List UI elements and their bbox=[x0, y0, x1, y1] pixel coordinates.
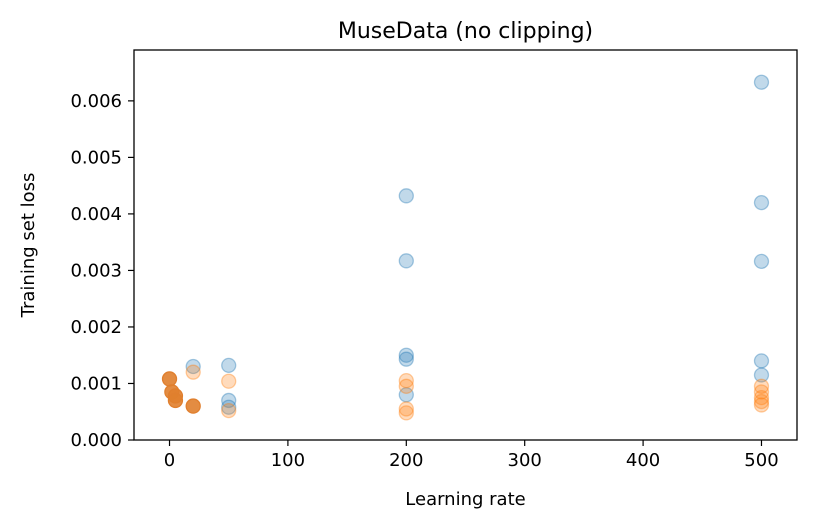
x-axis-title: Learning rate bbox=[405, 489, 525, 510]
scatter-point bbox=[161, 371, 178, 387]
x-axis: 0 100 200 300 400 500 bbox=[164, 440, 779, 471]
y-tick-label: 0.003 bbox=[70, 260, 122, 281]
scatter-point bbox=[221, 402, 237, 419]
scatter-point bbox=[185, 398, 201, 414]
plot-frame bbox=[133, 49, 798, 441]
scatter-point bbox=[398, 253, 414, 269]
scatter-point bbox=[221, 392, 237, 409]
scatter-point bbox=[221, 373, 237, 389]
y-axis-title: Training set loss bbox=[18, 173, 39, 319]
scatter-point bbox=[753, 74, 770, 90]
x-tick-label: 300 bbox=[508, 450, 542, 471]
scatter-point bbox=[398, 347, 414, 363]
scatter-point bbox=[753, 194, 770, 211]
scatter-point bbox=[398, 188, 414, 204]
scatter-point bbox=[753, 367, 770, 383]
x-tick-label: 0 bbox=[164, 450, 175, 471]
scatter-series-2 bbox=[185, 364, 770, 421]
scatter-series-3 bbox=[161, 371, 201, 414]
scatter-point bbox=[753, 253, 770, 270]
scatter-point bbox=[753, 353, 770, 369]
scatter-point bbox=[221, 357, 237, 374]
y-tick-label: 0.005 bbox=[70, 147, 122, 168]
scatter-point bbox=[398, 351, 414, 367]
scatter-point bbox=[753, 384, 770, 400]
chart-title: MuseData (no clipping) bbox=[338, 19, 593, 44]
y-tick-label: 0.002 bbox=[70, 317, 122, 338]
scatter-point bbox=[753, 397, 770, 413]
x-tick-label: 100 bbox=[271, 450, 305, 471]
scatter-point bbox=[167, 392, 184, 409]
y-tick-label: 0.001 bbox=[70, 373, 122, 394]
y-tick-label: 0.000 bbox=[70, 430, 122, 451]
scatter-point bbox=[398, 401, 414, 417]
scatter-point bbox=[753, 389, 770, 406]
y-axis: 0.000 0.001 0.002 0.003 0.004 0.005 0.006 bbox=[70, 91, 134, 451]
scatter-point bbox=[398, 373, 414, 389]
scatter-point bbox=[398, 387, 414, 403]
scatter-points bbox=[161, 74, 770, 421]
y-tick-label: 0.006 bbox=[70, 91, 122, 112]
x-tick-label: 200 bbox=[389, 450, 423, 471]
x-tick-label: 500 bbox=[744, 450, 778, 471]
scatter-point bbox=[753, 378, 770, 394]
scatter-point bbox=[753, 393, 770, 410]
scatter-series-1 bbox=[185, 74, 770, 415]
scatter-point bbox=[398, 378, 414, 394]
x-tick-label: 400 bbox=[626, 450, 660, 471]
scatter-point bbox=[185, 358, 201, 375]
scatter-point bbox=[221, 399, 237, 415]
y-tick-label: 0.004 bbox=[70, 204, 122, 225]
scatter-point bbox=[185, 364, 201, 380]
scatter-point bbox=[398, 405, 414, 421]
